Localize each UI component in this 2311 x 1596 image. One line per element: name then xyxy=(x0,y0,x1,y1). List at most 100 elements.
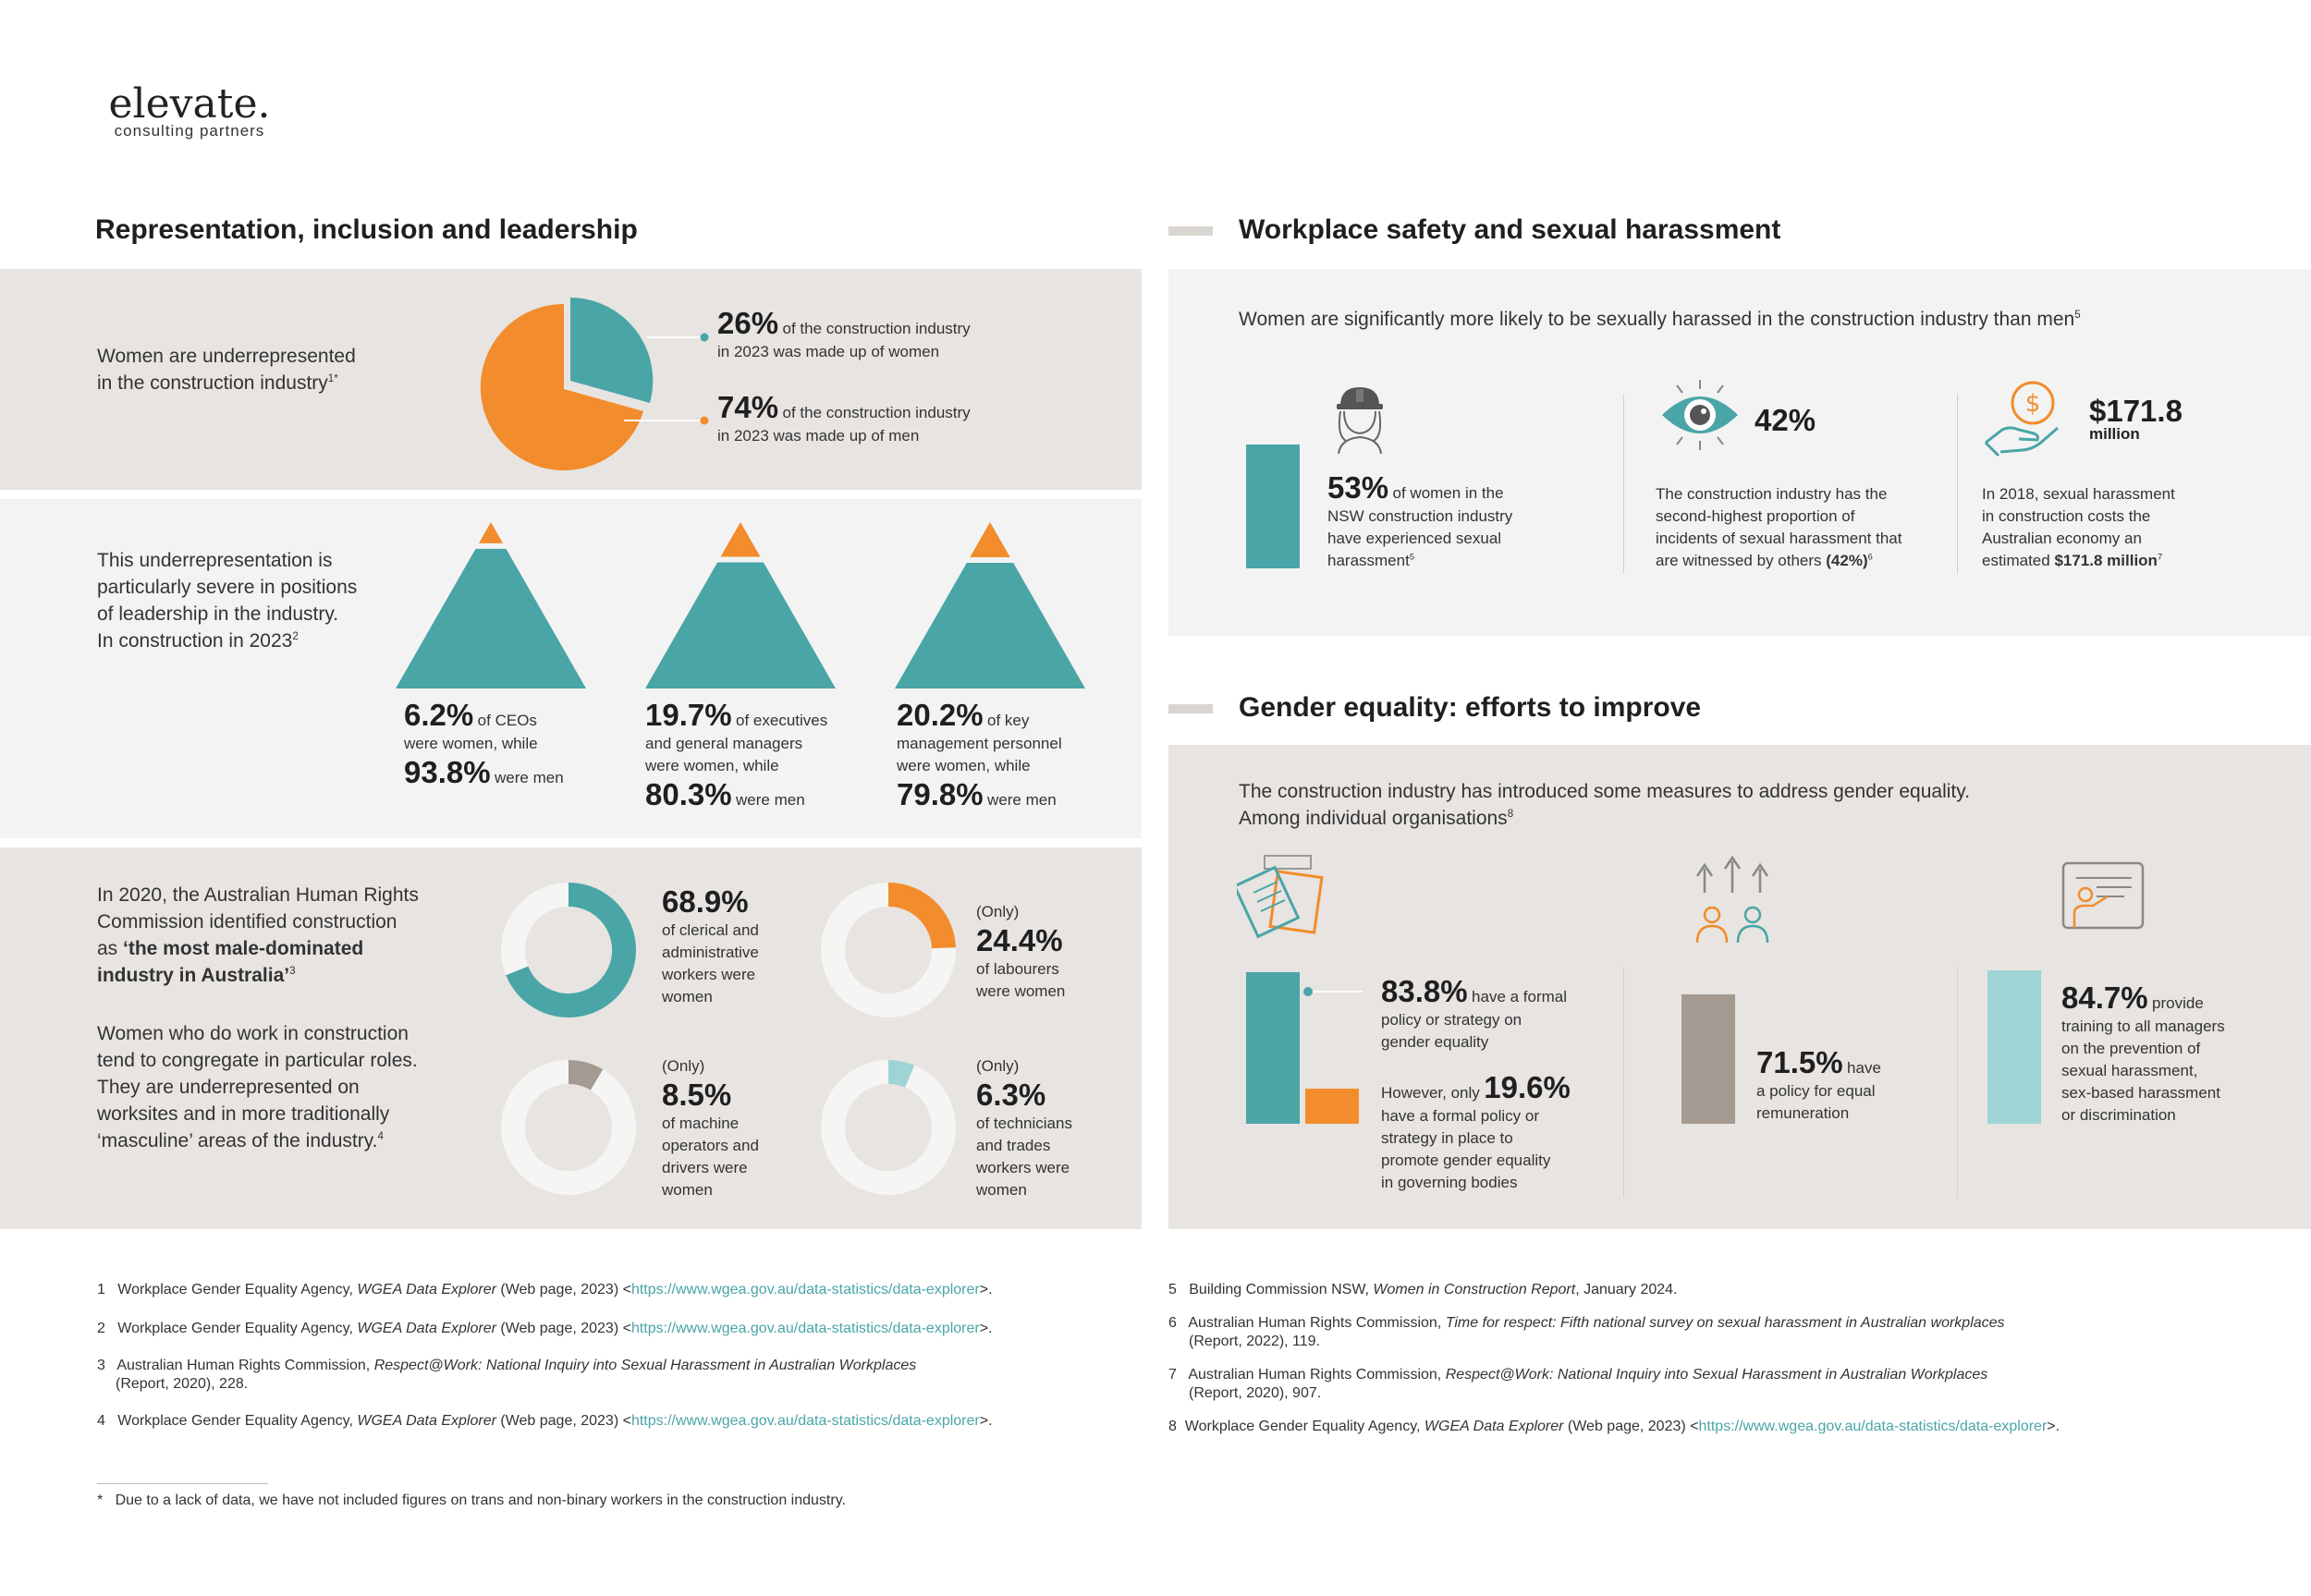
equality-stat-2: 71.5% have a policy for equal remunerati… xyxy=(1756,1045,1960,1125)
equality-divider-2 xyxy=(1957,967,1958,1198)
footnote-title: WGEA Data Explorer xyxy=(357,1321,496,1336)
safety-title-dash xyxy=(1168,226,1213,236)
equality-e2-pct: 71.5% xyxy=(1756,1045,1843,1079)
logo-word: elevate. xyxy=(108,80,271,128)
roles-p2-l1: Women who do work in construction xyxy=(97,1023,409,1044)
equality-e3-l1: training to all managers xyxy=(2061,1017,2225,1035)
footnote-number: 3 xyxy=(97,1358,105,1373)
equality-intro: The construction industry has introduced… xyxy=(1239,778,2256,832)
triangle-women-tip xyxy=(970,522,1010,557)
equality-remuneration-bar xyxy=(1681,993,1735,1124)
footnote-text: Australian Human Rights Commission, xyxy=(116,1358,374,1373)
equality-e3-l4: sex-based harassment xyxy=(2061,1084,2220,1102)
ceo-women-pct: 6.2% xyxy=(404,698,474,732)
safety-s3-unit: million xyxy=(2089,425,2140,443)
footnote-text: (Web page, 2023) < xyxy=(495,1282,631,1298)
equality-e1b-l4: in governing bodies xyxy=(1381,1174,1518,1191)
equality-e1-leader-dot xyxy=(1303,987,1313,996)
safety-s2-l3: incidents of sexual harassment that xyxy=(1656,530,1902,547)
leadership-text-l3: of leadership in the industry. xyxy=(97,603,339,625)
technicians-l3: workers were xyxy=(976,1159,1070,1176)
labourers-l2: were women xyxy=(976,982,1066,1000)
equality-e1b-l1: have a formal policy or xyxy=(1381,1107,1540,1125)
labourers-prefix: (Only) xyxy=(976,903,1020,920)
footnote-text: >. xyxy=(979,1413,993,1429)
asterisk-mark: * xyxy=(97,1492,104,1508)
machine-l3: drivers were xyxy=(662,1159,748,1176)
equality-e3-l5: or discrimination xyxy=(2061,1106,2176,1124)
kmp-triangle xyxy=(895,522,1085,688)
safety-s1-l2: NSW construction industry xyxy=(1327,507,1513,525)
roles-panel: In 2020, the Australian Human Rights Com… xyxy=(0,847,1142,1229)
safety-section-title: Workplace safety and sexual harassment xyxy=(1239,214,1781,245)
ceo-men-pct: 93.8% xyxy=(404,755,491,789)
footnote-text: Australian Human Rights Commission, xyxy=(1188,1315,1446,1331)
leadership-panel: This underrepresentation is particularly… xyxy=(0,499,1142,838)
equality-divider-1 xyxy=(1623,967,1624,1198)
leadership-text: This underrepresentation is particularly… xyxy=(97,547,411,654)
equality-e1-l1: have a formal xyxy=(1472,988,1568,1005)
footnote-link[interactable]: https://www.wgea.gov.au/data-statistics/… xyxy=(630,1413,980,1429)
footnote-8: 8 Workplace Gender Equality Agency, WGEA… xyxy=(1168,1418,2296,1436)
equality-e1-l3: gender equality xyxy=(1381,1033,1489,1051)
clerical-l3: workers were xyxy=(662,966,756,983)
people-arrows-icon xyxy=(1695,856,1769,944)
footnote-title: WGEA Data Explorer xyxy=(1424,1419,1564,1434)
safety-s2-l2: second-highest proportion of xyxy=(1656,507,1855,525)
leadership-text-l1: This underrepresentation is xyxy=(97,550,333,571)
pie-text-sup: 1* xyxy=(327,373,338,384)
clerical-pct: 68.9% xyxy=(662,884,749,919)
executives-desc1: of executives xyxy=(736,712,828,729)
footnote-link[interactable]: https://www.wgea.gov.au/data-statistics/… xyxy=(630,1282,980,1298)
footnote-link[interactable]: https://www.wgea.gov.au/data-statistics/… xyxy=(630,1321,980,1336)
roles-p2-l2: tend to congregate in particular roles. xyxy=(97,1050,418,1071)
footnote-title: Women in Construction Report xyxy=(1373,1282,1576,1298)
clerical-donut xyxy=(501,883,636,1017)
equality-e3-suffix: provide xyxy=(2152,994,2204,1012)
footnote-text-line2: (Report, 2020), 228. xyxy=(116,1376,249,1392)
asterisk-divider xyxy=(97,1483,268,1484)
equality-e3-l3: sexual harassment, xyxy=(2061,1062,2198,1079)
roles-p2-l5: ‘masculine’ areas of the industry. xyxy=(97,1130,378,1151)
svg-text:$: $ xyxy=(2025,390,2041,418)
leadership-text-l4: In construction in 2023 xyxy=(97,630,293,652)
roles-text-1: In 2020, the Australian Human Rights Com… xyxy=(97,882,485,989)
footnote-text: >. xyxy=(979,1282,993,1298)
safety-s3-l4b: $171.8 million xyxy=(2054,552,2158,569)
clerical-l4: women xyxy=(662,988,713,1005)
technicians-prefix: (Only) xyxy=(976,1057,1020,1075)
executives-desc2: and general managers xyxy=(645,735,803,752)
roles-p2-l3: They are underrepresented on xyxy=(97,1077,360,1098)
equality-e2-suffix: have xyxy=(1847,1059,1881,1077)
safety-s3-l4a: estimated xyxy=(1982,552,2055,569)
equality-e1-leader-line xyxy=(1307,991,1363,993)
equality-e1-l2: policy or strategy on xyxy=(1381,1011,1522,1029)
roles-p1-l3b: ‘the most male-dominated xyxy=(123,938,364,959)
ceo-stat: 6.2% of CEOs were women, while 93.8% wer… xyxy=(404,698,589,790)
safety-s1-pct: 53% xyxy=(1327,470,1389,505)
executives-desc3: were women, while xyxy=(645,757,779,774)
machine-pct: 8.5% xyxy=(662,1078,732,1112)
ceo-triangle xyxy=(396,522,586,688)
equality-intro-sup: 8 xyxy=(1507,809,1514,820)
footnote-text-line2: (Report, 2022), 119. xyxy=(1189,1334,1321,1349)
footnote-link[interactable]: https://www.wgea.gov.au/data-statistics/… xyxy=(1698,1419,2048,1434)
safety-s2-sup: 6 xyxy=(1867,552,1873,562)
roles-p2-sup: 4 xyxy=(377,1131,384,1142)
safety-intro-text: Women are significantly more likely to b… xyxy=(1239,309,2075,330)
safety-s1-l1: of women in the xyxy=(1392,484,1504,502)
leadership-text-l2: particularly severe in positions xyxy=(97,577,358,598)
footnote-5: 5 Building Commission NSW, Women in Cons… xyxy=(1168,1281,2296,1299)
kmp-men-pct: 79.8% xyxy=(897,777,984,811)
equality-e1b-pct: 19.6% xyxy=(1484,1070,1571,1104)
footnote-number: 7 xyxy=(1168,1367,1177,1383)
safety-s3-amount: $171.8 xyxy=(2089,394,2183,428)
safety-s3-l3: Australian economy an xyxy=(1982,530,2142,547)
pie-men-desc2: in 2023 was made up of men xyxy=(717,427,920,445)
footnote-number: 4 xyxy=(97,1413,105,1429)
pie-panel-text: Women are underrepresented in the constr… xyxy=(97,343,402,396)
safety-s1-sup: 5 xyxy=(1409,552,1415,562)
footnote-title: Respect@Work: National Inquiry into Sexu… xyxy=(373,1358,917,1373)
equality-e1-pct: 83.8% xyxy=(1381,974,1468,1008)
footnote-title: Respect@Work: National Inquiry into Sexu… xyxy=(1445,1367,1988,1383)
